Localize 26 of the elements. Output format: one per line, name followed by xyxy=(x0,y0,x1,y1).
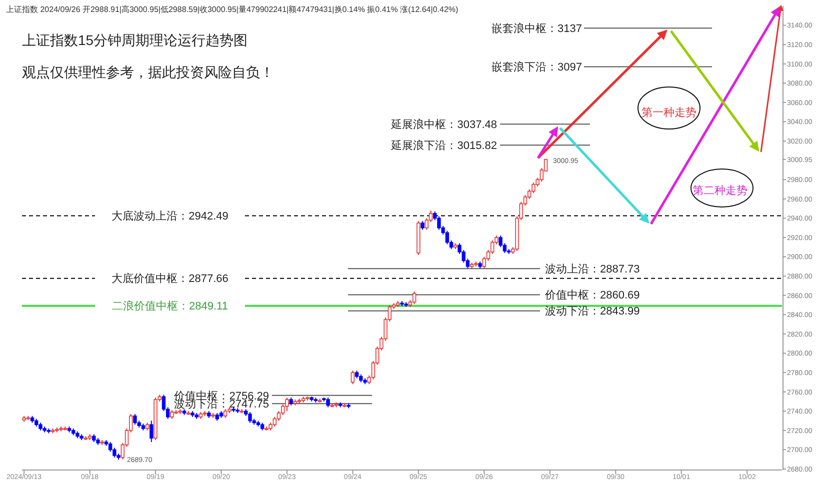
ref-line-label: 二浪价值中枢：2849.11 xyxy=(112,300,228,313)
annotation: 第二种走势 xyxy=(692,184,748,197)
candlestick xyxy=(350,370,355,385)
ref-line-label: 大底波动上沿：2942.49 xyxy=(112,210,228,223)
candlestick xyxy=(248,412,252,424)
candlestick xyxy=(150,420,154,442)
annotation: 第一种走势 xyxy=(642,106,696,119)
ref-line-label: 延展浪中枢：3037.48 xyxy=(390,118,497,132)
candlestick xyxy=(108,441,112,452)
candlestick xyxy=(437,216,441,230)
candlestick xyxy=(412,291,416,305)
ref-line-label: 波动上沿：2887.73 xyxy=(545,262,640,276)
ref-line-label: 大底价值中枢：2877.66 xyxy=(112,272,228,286)
candlestick xyxy=(285,397,289,412)
ref-line-label: 嵌套浪下沿：3097 xyxy=(492,60,582,74)
annotation: 上证指数 2024/09/26 开2988.91|高3000.95|低2988.59|收3000.95|量479902241|额47479431|换0.14% 振0.41% 涨(12.64|0.42%) xyxy=(6,5,459,14)
candlestick xyxy=(272,416,276,428)
text: 上证指数15分钟周期理论运行趋势图 xyxy=(22,32,248,48)
candlestick xyxy=(445,230,450,245)
candlestick xyxy=(133,414,137,426)
ref-line-label: 延展浪下沿：3015.82 xyxy=(390,138,497,152)
ref-line-label: 嵌套浪中枢：3137 xyxy=(492,22,582,36)
ref-line-label: 价值中枢：2860.69 xyxy=(544,288,640,302)
ref-line-label: 波动下沿：2843.99 xyxy=(545,304,640,318)
text: 观点仅供理性参考，据此投资风险自负！ xyxy=(22,64,274,80)
candlestick xyxy=(326,397,330,408)
